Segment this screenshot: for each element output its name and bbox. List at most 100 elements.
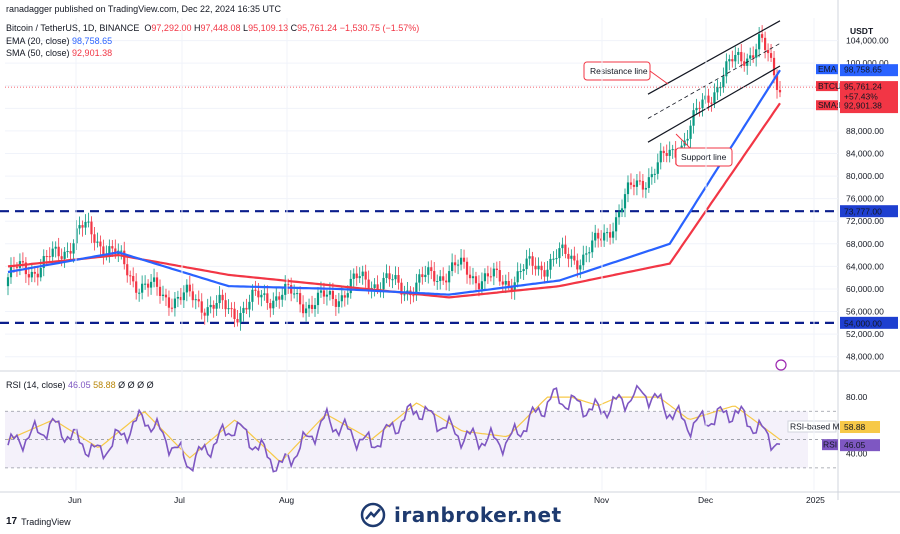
- ema-tag-bg: [840, 64, 898, 77]
- candle-body: [266, 293, 269, 303]
- price-tick-label: 100,000.00: [846, 58, 889, 68]
- candle-body: [331, 290, 334, 300]
- candle-body: [626, 182, 630, 195]
- candle-body: [510, 285, 513, 292]
- rsi-tag-value: 46.05: [844, 440, 866, 450]
- candle-body: [340, 295, 343, 302]
- candle-body: [138, 292, 141, 294]
- candle-body: [206, 307, 209, 316]
- candle-body: [96, 241, 99, 243]
- candle-body: [656, 162, 659, 174]
- candle-body: [644, 187, 647, 190]
- candle-body: [555, 258, 558, 260]
- rsi-tick-label: 40.00: [846, 449, 868, 459]
- candle-body: [668, 149, 671, 156]
- candle-body: [257, 290, 260, 298]
- candle-body: [483, 273, 487, 282]
- candle-body: [454, 262, 457, 266]
- candle-body: [322, 290, 326, 297]
- candle-body: [522, 269, 525, 272]
- candle-body: [641, 180, 644, 190]
- candle-body: [710, 102, 713, 104]
- key-level-tag: [840, 205, 898, 218]
- candle-body: [209, 304, 212, 308]
- candle-body: [498, 270, 501, 282]
- candle-body: [620, 208, 624, 212]
- candle-body: [313, 305, 317, 309]
- candle-body: [15, 266, 19, 268]
- candle-body: [349, 278, 352, 294]
- candle-body: [27, 274, 30, 278]
- tradingview-logo[interactable]: 17 TradingView: [6, 516, 71, 527]
- rsi-line: [7, 384, 781, 473]
- ema-tag-value: 98,758.65: [844, 65, 882, 75]
- candle-body: [30, 271, 33, 278]
- candle-body: [471, 276, 475, 279]
- candle-body: [755, 49, 758, 58]
- candle-body: [528, 256, 531, 259]
- candle-body: [221, 294, 224, 301]
- rsi-tag-bg: [840, 439, 880, 452]
- candle-body: [325, 294, 329, 297]
- channel-midline: [647, 43, 781, 119]
- candle-body: [81, 225, 84, 228]
- candle-body: [388, 273, 391, 280]
- symbol-name: Bitcoin / TetherUS, 1D, BINANCE: [6, 23, 140, 33]
- ema-legend-value: 98,758.65: [72, 36, 113, 46]
- candle-body: [182, 292, 185, 301]
- candle-body: [573, 255, 576, 261]
- candle-body: [462, 257, 466, 262]
- sma-legend-label: SMA (50, close): [6, 48, 70, 58]
- candle-body: [51, 248, 54, 257]
- candle-body: [465, 261, 469, 275]
- candle-body: [141, 283, 144, 293]
- candle-body: [108, 246, 111, 255]
- candle-body: [152, 277, 156, 282]
- candle-body: [48, 256, 51, 258]
- candle-body: [57, 246, 60, 257]
- candle-body: [585, 253, 588, 255]
- candle-body: [90, 221, 93, 235]
- candle-body: [373, 284, 376, 288]
- candle-body: [650, 174, 653, 178]
- time-tick-label: Nov: [594, 495, 610, 505]
- sma-legend-value: 92,901.38: [72, 48, 113, 58]
- candle-body: [430, 267, 433, 272]
- candle-body: [242, 307, 245, 313]
- candle-body: [245, 307, 248, 310]
- price-tick-label: 68,000.00: [846, 239, 884, 249]
- candle-body: [188, 284, 191, 292]
- candle-body: [415, 282, 418, 296]
- candle-body: [698, 107, 701, 109]
- ohlc-legend: Bitcoin / TetherUS, 1D, BINANCE O97,292.…: [6, 23, 419, 34]
- support-line: [647, 65, 781, 143]
- candle-body: [123, 250, 126, 265]
- candle-body: [304, 308, 308, 314]
- symbol-tag-label-bg: [816, 81, 838, 92]
- candle-body: [126, 264, 129, 276]
- candle-body: [352, 273, 355, 279]
- candle-body: [543, 270, 546, 277]
- candle-body: [287, 283, 290, 286]
- rsi-ma-tag-label: RSI-based MA: [790, 422, 846, 432]
- high-value: 97,448.08: [200, 23, 241, 33]
- candle-body: [516, 271, 519, 283]
- candle-body: [591, 240, 594, 253]
- candle-body: [93, 234, 96, 243]
- candle-body: [653, 173, 656, 175]
- candle-body: [564, 244, 567, 254]
- candle-body: [549, 258, 552, 270]
- candle-body: [436, 281, 439, 283]
- candle-body: [54, 246, 57, 249]
- watermark: iranbroker.net: [360, 502, 562, 528]
- candle-body: [763, 37, 767, 50]
- price-tick-label: 56,000.00: [846, 307, 884, 317]
- rsi-ma-tag-value: 58.88: [844, 422, 866, 432]
- candle-body: [451, 262, 454, 272]
- candle-body: [167, 297, 171, 308]
- candle-body: [561, 244, 564, 249]
- key-level-value: 54,000.00: [844, 318, 882, 328]
- candle-body: [120, 250, 123, 252]
- candle-body: [155, 277, 159, 287]
